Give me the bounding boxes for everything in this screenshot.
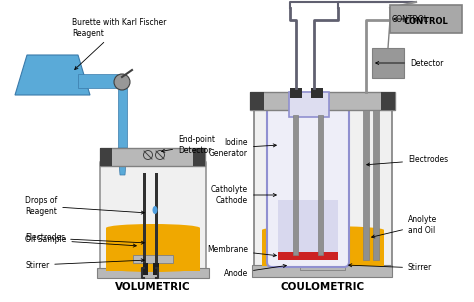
Text: End-point
Detector: End-point Detector <box>162 135 215 155</box>
Bar <box>155 173 158 273</box>
Bar <box>250 92 395 110</box>
Bar <box>300 262 345 270</box>
Ellipse shape <box>106 264 200 272</box>
Bar <box>153 263 159 275</box>
Ellipse shape <box>106 224 200 232</box>
Bar <box>390 5 462 33</box>
Bar <box>372 48 404 78</box>
Bar <box>311 88 323 98</box>
Bar <box>100 148 205 166</box>
Bar <box>106 228 200 270</box>
Text: Catholyte
Cathode: Catholyte Cathode <box>211 185 276 205</box>
Bar <box>97 268 209 278</box>
Polygon shape <box>118 148 127 175</box>
Bar <box>373 110 379 260</box>
Bar <box>78 74 120 88</box>
Bar <box>318 115 323 255</box>
FancyBboxPatch shape <box>267 107 349 267</box>
Text: Anolyte
and Oil: Anolyte and Oil <box>372 215 437 238</box>
Bar <box>381 92 395 110</box>
Ellipse shape <box>262 258 384 266</box>
Text: Stirrer: Stirrer <box>349 264 432 272</box>
Bar <box>193 148 205 166</box>
Ellipse shape <box>155 150 164 159</box>
Polygon shape <box>15 55 90 95</box>
Text: Anode: Anode <box>224 265 286 278</box>
Ellipse shape <box>114 74 130 90</box>
Bar <box>252 265 392 277</box>
Bar <box>118 88 127 153</box>
Bar <box>133 255 173 263</box>
Bar <box>106 265 200 271</box>
Text: Electrodes: Electrodes <box>25 233 144 244</box>
Text: Membrane: Membrane <box>207 246 276 257</box>
Text: Burette with Karl Fischer
Reagent: Burette with Karl Fischer Reagent <box>72 18 166 69</box>
Bar <box>289 92 329 117</box>
Bar <box>100 148 112 166</box>
Text: Electrodes: Electrodes <box>367 156 448 166</box>
Text: VOLUMETRIC: VOLUMETRIC <box>115 282 191 292</box>
Bar <box>278 252 338 260</box>
Bar <box>290 88 302 98</box>
Bar <box>262 258 384 266</box>
Bar <box>143 263 148 275</box>
Text: Stirrer: Stirrer <box>25 259 144 269</box>
Ellipse shape <box>153 206 157 214</box>
FancyBboxPatch shape <box>254 96 392 269</box>
Ellipse shape <box>262 226 384 234</box>
Bar <box>293 115 298 255</box>
Text: CONTROL: CONTROL <box>404 17 448 25</box>
Bar <box>143 173 146 273</box>
Bar <box>250 92 264 110</box>
Text: COULOMETRIC: COULOMETRIC <box>281 282 365 292</box>
Bar <box>262 230 384 262</box>
Bar <box>278 200 338 258</box>
Ellipse shape <box>144 150 153 159</box>
Text: CONTROL: CONTROL <box>392 14 429 24</box>
FancyBboxPatch shape <box>100 160 206 276</box>
Text: Detector: Detector <box>376 59 443 68</box>
Text: Drops of
Reagent: Drops of Reagent <box>25 196 144 216</box>
Bar <box>363 110 369 260</box>
Text: Oil Sample: Oil Sample <box>25 236 137 247</box>
Text: Iodine
Generator: Iodine Generator <box>209 138 276 158</box>
